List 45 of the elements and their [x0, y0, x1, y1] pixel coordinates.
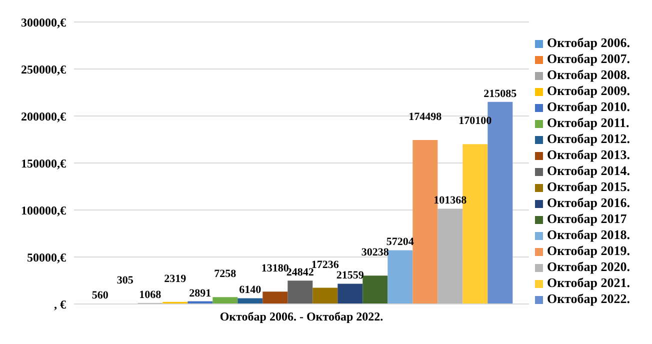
legend-label: Октобар 2006. — [546, 35, 630, 50]
bar — [262, 292, 288, 304]
bar — [212, 297, 238, 304]
bar — [288, 280, 313, 304]
bar — [438, 208, 463, 304]
y-tick-label: 300000,€ — [21, 15, 66, 30]
legend-label: Октобар 2010. — [546, 99, 630, 114]
y-tick-label: , € — [54, 297, 66, 312]
x-tick-label: Октобар 2006. - Октобар 2022. — [220, 310, 384, 324]
legend-label: Октобар 2012. — [546, 131, 630, 146]
data-label: 215085 — [484, 88, 518, 100]
legend-label: Октобар 2019. — [546, 243, 630, 258]
legend-label: Октобар 2017 — [546, 211, 627, 226]
data-label: 2891 — [189, 287, 212, 300]
legend-label: Октобар 2013. — [546, 147, 630, 162]
data-label: 305 — [116, 274, 134, 287]
data-label: 21559 — [336, 270, 364, 282]
y-tick-label: 200000,€ — [21, 109, 66, 124]
legend-label: Октобар 2008. — [546, 67, 630, 82]
y-tick-label: 250000,€ — [21, 62, 66, 76]
data-label: 6140 — [239, 284, 262, 296]
legend-label: Октобар 2009. — [546, 83, 630, 98]
bar — [388, 250, 413, 304]
data-label: 2319 — [164, 272, 187, 285]
bar — [312, 288, 338, 304]
y-tick-label: 100000,€ — [21, 203, 66, 218]
bar — [338, 284, 363, 304]
legend-label: Октобар 2014. — [546, 163, 630, 178]
data-label: 1068 — [139, 288, 162, 301]
bar — [238, 298, 263, 304]
legend-label: Октобар 2020. — [546, 259, 630, 274]
y-tick-label: 150000,€ — [21, 156, 66, 170]
legend-label: Октобар 2021. — [546, 275, 630, 290]
legend-label: Октобар 2011. — [546, 115, 630, 130]
legend-label: Октобар 2007. — [546, 51, 630, 66]
data-label: 174498 — [408, 110, 442, 123]
data-label: 7258 — [214, 268, 237, 280]
data-label: 560 — [92, 289, 109, 302]
legend-label: Октобар 2016. — [546, 195, 630, 210]
legend-label: Октобар 2022. — [546, 291, 630, 306]
y-tick-label: 50000,€ — [27, 250, 66, 264]
legend-label: Октобар 2018. — [546, 227, 630, 242]
data-label: 30238 — [361, 246, 390, 259]
legend-label: Октобар 2015. — [546, 179, 630, 194]
bar — [362, 276, 388, 304]
